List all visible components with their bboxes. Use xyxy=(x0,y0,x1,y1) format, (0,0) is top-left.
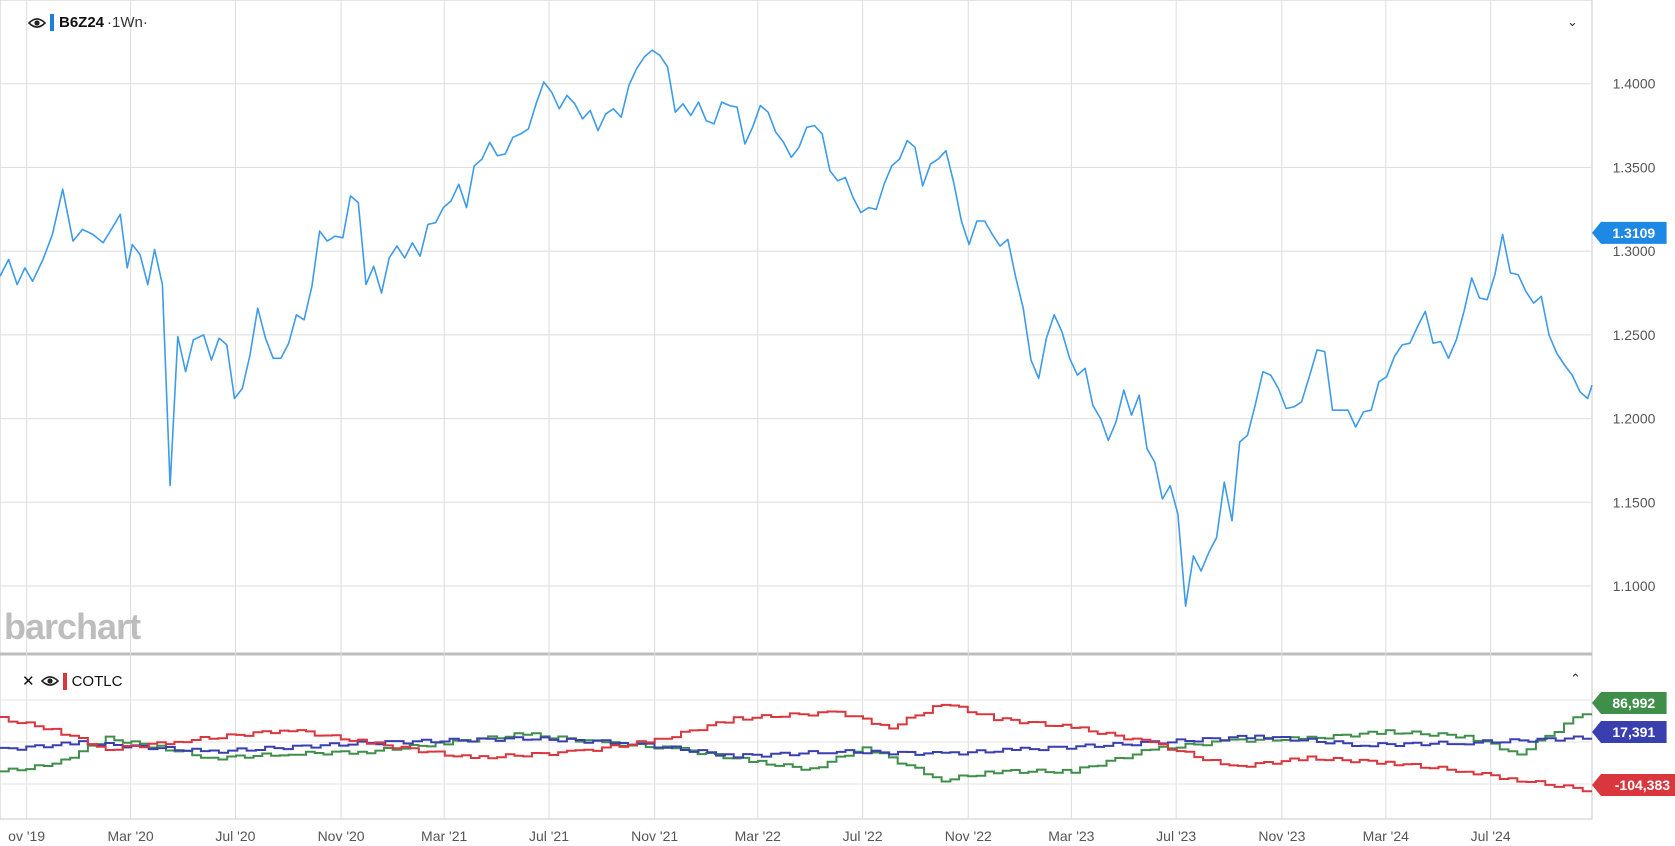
close-icon[interactable]: ✕ xyxy=(22,673,35,690)
x-tick-label: Jul '21 xyxy=(529,828,569,844)
x-tick-label: Mar '23 xyxy=(1048,828,1094,844)
grid-lines xyxy=(0,0,1593,820)
main-legend: B6Z24 ·1Wn· xyxy=(28,14,148,31)
svg-text:17,391: 17,391 xyxy=(1612,724,1655,740)
x-axis-ticks: ov '19 Mar '20 Jul '20 Nov '20 Mar '21 Jul '2… xyxy=(8,828,1511,844)
x-tick-label: Mar '22 xyxy=(735,828,781,844)
cot-red-line xyxy=(0,703,1592,793)
cot-green-line xyxy=(0,713,1592,783)
x-tick-label: Jul '23 xyxy=(1156,828,1196,844)
y-tick-label: 1.2500 xyxy=(1613,327,1656,343)
eye-icon[interactable] xyxy=(40,674,59,688)
y-tick-label: 1.1500 xyxy=(1613,494,1656,510)
plot-frame xyxy=(0,0,1593,820)
x-tick-label: Nov '20 xyxy=(318,828,365,844)
barchart-watermark: barchart xyxy=(4,606,141,647)
indicator-label: COTLC xyxy=(71,672,123,690)
svg-text:86,992: 86,992 xyxy=(1612,695,1655,711)
x-tick-label: Nov '23 xyxy=(1258,828,1305,844)
period-label: ·1Wn· xyxy=(107,14,148,31)
price-line-group xyxy=(0,49,1593,607)
x-tick-label: Mar '20 xyxy=(107,828,153,844)
cot-green-tag: 86,992 xyxy=(1592,692,1667,714)
svg-text:1.3109: 1.3109 xyxy=(1612,225,1655,241)
x-tick-label: Mar '21 xyxy=(421,828,467,844)
cot-red-tag: -104,383 xyxy=(1592,774,1675,796)
svg-text:-104,383: -104,383 xyxy=(1615,777,1670,793)
y-tick-label: 1.3000 xyxy=(1613,243,1656,259)
x-tick-label: ov '19 xyxy=(8,828,45,844)
x-tick-label: Mar '24 xyxy=(1363,828,1409,844)
y-tick-label: 1.1000 xyxy=(1613,578,1656,594)
y-tick-label: 1.2000 xyxy=(1613,411,1656,427)
collapse-sub-chevron-icon[interactable]: ⌃ xyxy=(1570,671,1581,686)
price-series-line xyxy=(0,49,1593,607)
sub-legend: ✕ COTLC xyxy=(22,672,122,690)
x-tick-label: Nov '22 xyxy=(945,828,992,844)
cot-blue-line xyxy=(0,734,1592,759)
series-color-swatch xyxy=(50,14,54,31)
cot-lines-group xyxy=(0,703,1592,793)
y-axis-ticks: 1.1000 1.1500 1.2000 1.2500 1.3000 1.3500 1.40… xyxy=(1613,76,1656,594)
eye-icon[interactable] xyxy=(28,16,46,30)
x-tick-label: Nov '21 xyxy=(631,828,678,844)
cot-blue-tag: 17,391 xyxy=(1592,721,1667,743)
value-labels: 1.3109 86,992 17,391 -104,383 xyxy=(1592,221,1675,796)
y-tick-label: 1.4000 xyxy=(1613,76,1656,92)
last-price-tag: 1.3109 xyxy=(1592,221,1667,244)
collapse-main-chevron-icon[interactable]: ⌄ xyxy=(1567,14,1578,29)
x-tick-label: Jul '24 xyxy=(1471,828,1511,844)
indicator-color-swatch xyxy=(62,672,67,690)
x-tick-label: Jul '22 xyxy=(843,828,883,844)
x-tick-label: Jul '20 xyxy=(215,828,255,844)
symbol-label: B6Z24 xyxy=(59,14,105,31)
y-tick-label: 1.3500 xyxy=(1613,159,1656,175)
